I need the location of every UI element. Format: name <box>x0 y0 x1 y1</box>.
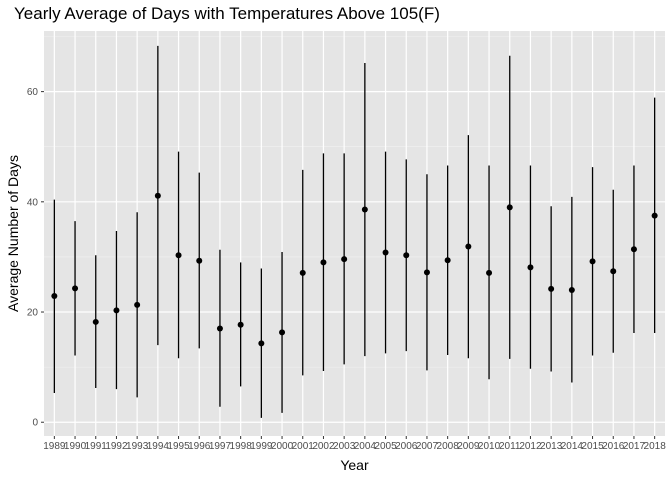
x-tick-label: 2001 <box>292 441 315 452</box>
data-point <box>610 268 617 275</box>
x-tick-label: 2000 <box>271 441 294 452</box>
data-point <box>216 325 223 332</box>
data-point <box>403 252 410 259</box>
data-point <box>527 264 534 271</box>
x-tick-label: 2011 <box>499 441 521 452</box>
x-tick-label: 2003 <box>333 441 356 452</box>
data-point <box>589 258 596 265</box>
x-tick-label: 2007 <box>416 441 439 452</box>
x-tick-label: 2012 <box>519 441 542 452</box>
y-tick-label: 60 <box>27 87 39 98</box>
x-tick-label: 2009 <box>457 441 480 452</box>
x-tick-label: 2005 <box>374 441 397 452</box>
chart-title: Yearly Average of Days with Temperatures… <box>14 4 440 23</box>
data-point <box>506 204 513 211</box>
data-point <box>279 329 286 336</box>
data-point <box>341 256 348 263</box>
data-point <box>175 252 182 259</box>
x-tick-label: 1998 <box>230 441 253 452</box>
data-point <box>444 257 451 264</box>
data-marks <box>51 45 658 418</box>
y-axis-title: Average Number of Days <box>5 155 21 312</box>
data-point <box>382 249 389 256</box>
data-point <box>154 192 161 199</box>
x-tick-label: 1996 <box>188 441 211 452</box>
data-point <box>486 269 493 276</box>
x-tick-label: 2016 <box>602 441 625 452</box>
data-point <box>258 340 265 347</box>
y-tick-label: 40 <box>27 197 39 208</box>
axes: 0204060198919901991199219931994199519961… <box>27 87 666 452</box>
x-tick-label: 2004 <box>354 441 377 452</box>
data-point <box>134 301 141 308</box>
x-tick-label: 2017 <box>623 441 646 452</box>
x-tick-label: 1990 <box>64 441 87 452</box>
x-tick-label: 2018 <box>644 441 667 452</box>
data-point <box>548 285 555 292</box>
data-point <box>72 285 79 292</box>
x-tick-label: 1999 <box>250 441 273 452</box>
x-tick-label: 2008 <box>437 441 460 452</box>
data-point <box>320 259 327 266</box>
x-tick-label: 1994 <box>147 441 170 452</box>
data-point <box>630 246 637 253</box>
x-tick-label: 2013 <box>540 441 563 452</box>
x-tick-label: 2010 <box>478 441 501 452</box>
x-tick-label: 1989 <box>43 441 66 452</box>
data-point <box>113 307 120 314</box>
x-tick-label: 2002 <box>312 441 335 452</box>
x-axis-title: Year <box>340 457 369 473</box>
data-point <box>299 269 306 276</box>
x-tick-label: 2015 <box>581 441 604 452</box>
x-tick-label: 1997 <box>209 441 232 452</box>
x-tick-label: 2014 <box>561 441 584 452</box>
plot-panel <box>44 31 665 436</box>
y-tick-label: 0 <box>32 418 38 429</box>
x-tick-label: 1993 <box>126 441 149 452</box>
x-tick-label: 2006 <box>395 441 418 452</box>
data-point <box>237 321 244 328</box>
data-point <box>92 318 99 325</box>
data-point <box>423 269 430 276</box>
x-tick-label: 1995 <box>167 441 190 452</box>
data-point <box>361 206 368 213</box>
data-point <box>651 212 658 219</box>
data-point <box>51 293 58 300</box>
x-tick-label: 1991 <box>85 441 108 452</box>
data-point <box>568 286 575 293</box>
data-point <box>196 257 203 264</box>
data-point <box>465 243 472 250</box>
x-tick-label: 1992 <box>105 441 128 452</box>
y-tick-label: 20 <box>27 308 39 319</box>
